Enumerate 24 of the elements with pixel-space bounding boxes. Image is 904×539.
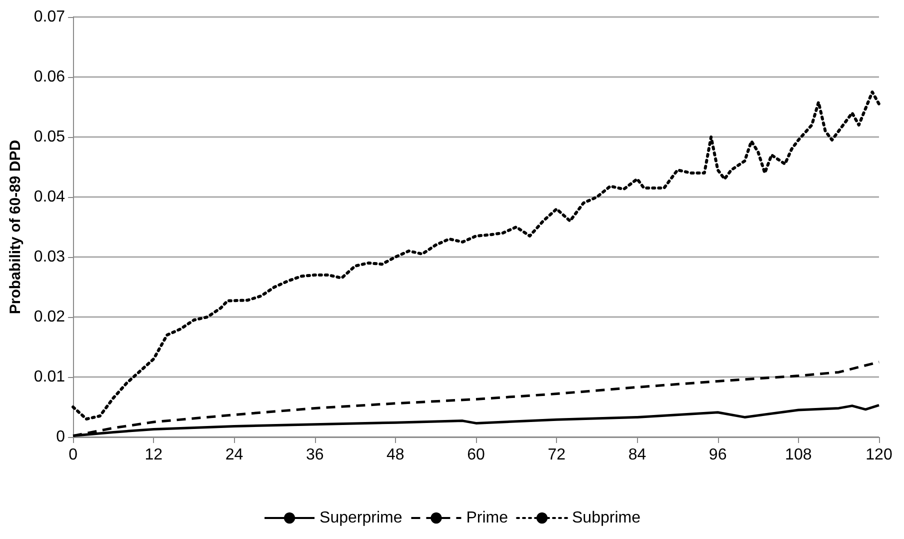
legend-label: Prime (466, 510, 508, 526)
line-series (72, 90, 880, 420)
x-tick-label: 96 (708, 446, 727, 464)
legend-label: Subprime (572, 510, 641, 526)
x-tick-label: 84 (628, 446, 646, 464)
y-tick-label: 0.02 (34, 308, 66, 326)
x-tick-label: 24 (225, 446, 244, 464)
x-tick-label: 72 (548, 446, 566, 464)
y-tick-label: 0.07 (34, 8, 66, 26)
x-tick-label: 0 (68, 446, 78, 464)
y-tick-label: 0.04 (34, 188, 66, 206)
y-tick-label: 0.01 (34, 368, 66, 386)
x-tick-label: 108 (785, 446, 812, 464)
x-tick-label: 12 (144, 446, 163, 464)
legend-label: Superprime (320, 510, 402, 526)
y-tick-label: 0.06 (34, 68, 66, 86)
y-tick-label: 0.03 (34, 248, 66, 266)
y-tick-label: 0 (56, 428, 66, 446)
x-tick-label: 48 (386, 446, 404, 464)
y-tick-label: 0.05 (34, 128, 66, 146)
y-axis-title: Probability of 60-89 DPD (7, 140, 24, 314)
x-tick-label: 120 (866, 446, 892, 464)
x-tick-label: 36 (306, 446, 324, 464)
x-tick-label: 60 (467, 446, 486, 464)
